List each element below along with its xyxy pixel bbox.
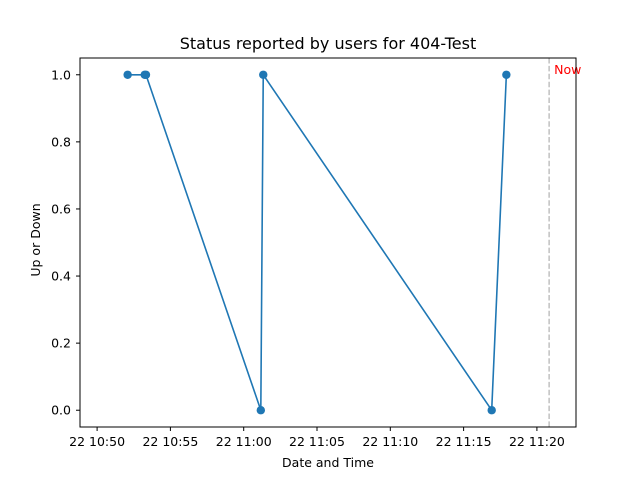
x-tick-label: 22 11:00 (216, 434, 272, 449)
y-tick-label: 1.0 (51, 67, 71, 82)
now-marker-label: Now (554, 62, 581, 77)
data-point (487, 406, 496, 415)
x-tick-label: 22 10:55 (142, 434, 198, 449)
y-tick-label: 0.0 (51, 403, 71, 418)
data-point (259, 70, 268, 79)
chart-title: Status reported by users for 404-Test (180, 34, 477, 53)
y-tick-label: 0.8 (51, 134, 71, 149)
y-axis-label: Up or Down (28, 203, 43, 276)
x-tick-label: 22 11:05 (289, 434, 345, 449)
data-point (256, 406, 266, 415)
series-line (127, 73, 508, 412)
x-tick-label: 22 11:20 (509, 434, 565, 449)
y-tick-label: 0.6 (51, 201, 71, 216)
data-point (502, 70, 511, 79)
data-point (141, 70, 151, 79)
x-tick-label: 22 10:50 (69, 434, 125, 449)
data-point (123, 70, 132, 79)
y-tick-label: 0.4 (51, 269, 71, 284)
x-tick-label: 22 11:10 (362, 434, 418, 449)
y-tick-label: 0.2 (51, 336, 71, 351)
plot-frame (79, 57, 577, 428)
x-tick-label: 22 11:15 (436, 434, 492, 449)
x-axis-label: Date and Time (282, 455, 374, 470)
plot-area: Now 22 10:50 22 10:55 22 11:00 22 11:05 22 11… (51, 57, 581, 449)
